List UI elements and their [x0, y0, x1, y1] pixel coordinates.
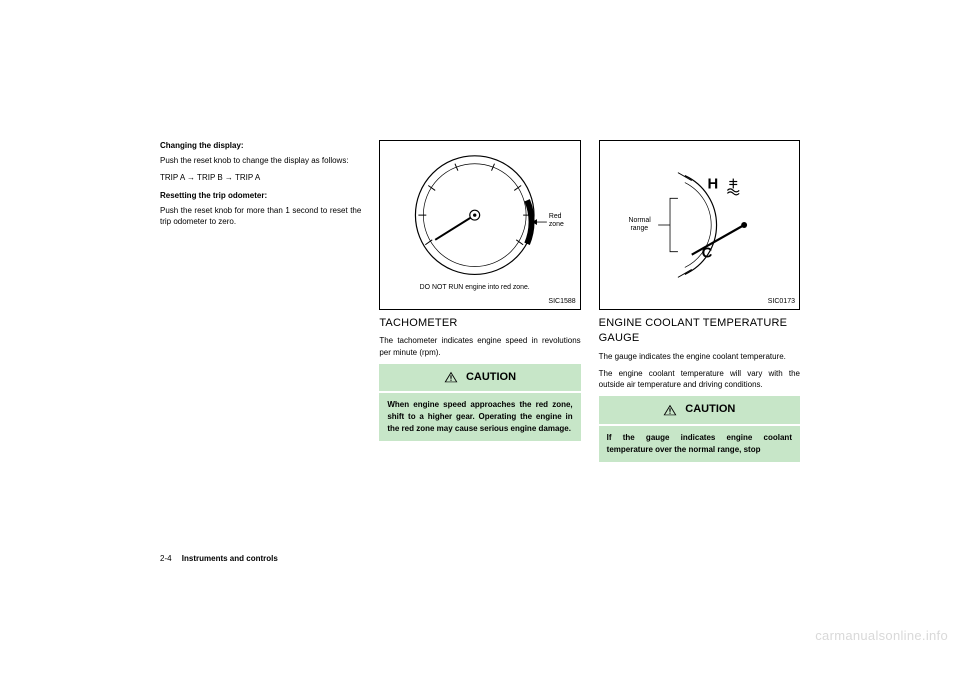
page: Changing the display: Push the reset kno… — [0, 0, 960, 678]
caution-box-coolant: CAUTION If the gauge indicates engine co… — [599, 396, 800, 461]
column-2: Redzone DO NOT RUN engine into red zone.… — [379, 140, 580, 462]
figure-caption: DO NOT RUN engine into red zone. — [420, 284, 530, 291]
text-trip-sequence: TRIP A → TRIP B → TRIP A — [160, 172, 361, 183]
label-normal-range: Normalrange — [628, 217, 651, 232]
tachometer-svg: Redzone DO NOT RUN engine into red zone. — [380, 141, 579, 309]
warning-icon — [663, 404, 677, 416]
column-3: H C Normalrange — [599, 140, 800, 462]
label-red-zone: Redzone — [549, 213, 564, 228]
figure-id-coolant: SIC0173 — [768, 297, 795, 307]
caution-body-tach: When engine speed approaches the red zon… — [379, 393, 580, 441]
title-coolant: ENGINE COOLANT TEMPERATURE GAUGE — [599, 316, 800, 347]
title-tachometer: TACHOMETER — [379, 316, 580, 331]
heading-resetting-trip: Resetting the trip odometer: — [160, 190, 361, 201]
caution-header-tach: CAUTION — [379, 364, 580, 393]
caution-label-tach: CAUTION — [466, 370, 516, 385]
caution-box-tach: CAUTION When engine speed approaches the… — [379, 364, 580, 441]
page-number: 2-4 — [160, 554, 172, 563]
caution-header-coolant: CAUTION — [599, 396, 800, 425]
warning-icon — [444, 371, 458, 383]
page-footer: 2-4 Instruments and controls — [160, 554, 278, 563]
text-coolant-p1: The gauge indicates the engine coolant t… — [599, 351, 800, 362]
content-columns: Changing the display: Push the reset kno… — [160, 140, 800, 462]
coolant-icon — [727, 179, 739, 195]
section-name: Instruments and controls — [182, 554, 278, 563]
text-coolant-p2: The engine coolant temperature will vary… — [599, 368, 800, 390]
coolant-svg: H C Normalrange — [600, 141, 799, 309]
text-push-reset: Push the reset knob to change the displa… — [160, 155, 361, 166]
label-H: H — [707, 176, 718, 192]
watermark: carmanualsonline.info — [815, 628, 948, 643]
text-reset-instruction: Push the reset knob for more than 1 seco… — [160, 205, 361, 227]
caution-body-coolant: If the gauge indicates engine coolant te… — [599, 426, 800, 462]
heading-changing-display: Changing the display: — [160, 140, 361, 151]
figure-tachometer: Redzone DO NOT RUN engine into red zone.… — [379, 140, 580, 310]
column-1: Changing the display: Push the reset kno… — [160, 140, 361, 462]
figure-id-tach: SIC1588 — [548, 297, 575, 307]
text-tach-description: The tachometer indicates engine speed in… — [379, 335, 580, 357]
figure-coolant-gauge: H C Normalrange — [599, 140, 800, 310]
caution-label-coolant: CAUTION — [685, 402, 735, 417]
